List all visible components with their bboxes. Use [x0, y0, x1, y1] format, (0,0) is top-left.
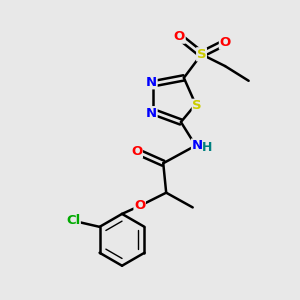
Text: Cl: Cl	[66, 214, 80, 227]
Text: O: O	[134, 200, 145, 212]
Text: S: S	[197, 48, 206, 61]
Text: S: S	[192, 99, 202, 112]
Text: O: O	[220, 36, 231, 49]
Text: O: O	[131, 145, 142, 158]
Text: N: N	[191, 139, 203, 152]
Text: H: H	[202, 141, 212, 154]
Text: N: N	[146, 76, 157, 89]
Text: N: N	[146, 107, 157, 120]
Text: O: O	[174, 30, 185, 43]
